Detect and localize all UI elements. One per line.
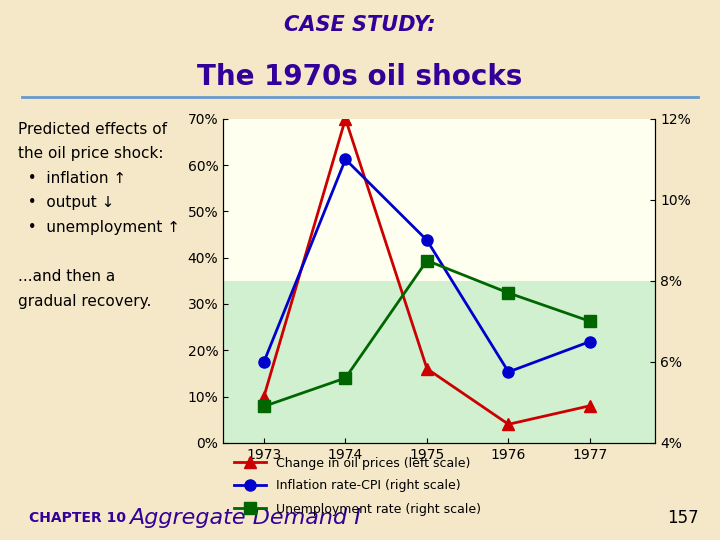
Text: CHAPTER 10: CHAPTER 10 [29, 511, 126, 525]
Text: CASE STUDY:: CASE STUDY: [284, 15, 436, 35]
Text: Predicted effects of
the oil price shock:
  •  inflation ↑
  •  output ↓
  •  un: Predicted effects of the oil price shock… [17, 122, 180, 309]
Text: 157: 157 [667, 509, 698, 528]
Bar [223, 119, 655, 281]
Legend: Change in oil prices (left scale), Inflation rate-CPI (right scale), Unemploymen: Change in oil prices (left scale), Infla… [230, 451, 486, 521]
Bar [223, 281, 655, 443]
Text: Aggregate Demand I: Aggregate Demand I [130, 508, 361, 529]
Text: The 1970s oil shocks: The 1970s oil shocks [197, 63, 523, 91]
